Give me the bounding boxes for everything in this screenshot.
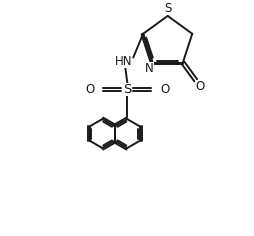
- Text: O: O: [160, 83, 170, 96]
- Text: N: N: [145, 62, 154, 75]
- Text: O: O: [196, 80, 205, 93]
- Text: S: S: [123, 83, 132, 96]
- Text: HN: HN: [115, 55, 132, 68]
- Text: O: O: [85, 83, 94, 96]
- Text: S: S: [164, 2, 171, 16]
